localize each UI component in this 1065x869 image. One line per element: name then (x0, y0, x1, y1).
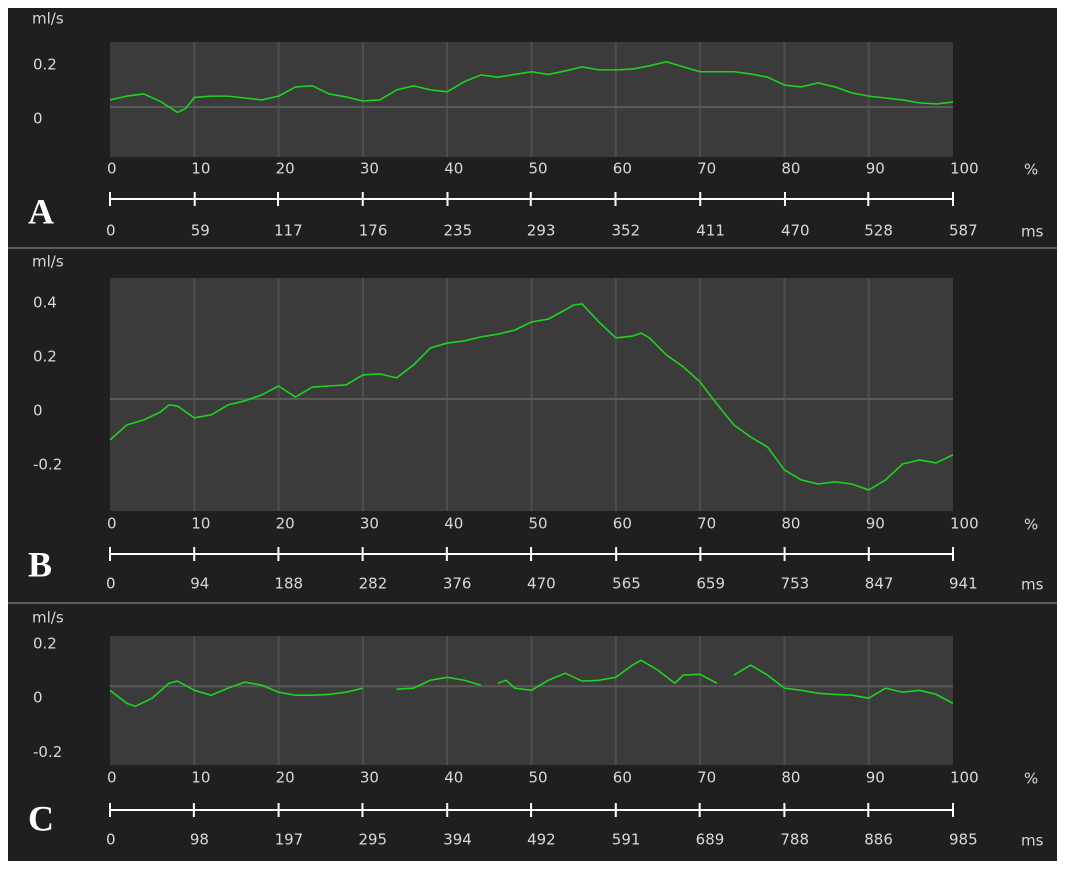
ms-tick-label: 0 (106, 831, 116, 849)
y-axis-unit: ml/s (32, 253, 64, 271)
x-axis-unit: % (1024, 516, 1038, 534)
y-tick-label: -0.2 (33, 455, 62, 473)
x-tick-label: 0 (107, 160, 117, 178)
x-tick-label: 70 (697, 515, 716, 533)
ms-tick-label: 470 (527, 575, 556, 593)
panel-label: C (28, 798, 54, 838)
ms-tick-label: 188 (274, 575, 303, 593)
ms-tick-label: 0 (106, 575, 116, 593)
y-tick-label: -0.2 (33, 743, 62, 761)
y-tick-label: 0.2 (33, 347, 57, 365)
x-tick-label: 100 (950, 160, 979, 178)
x-axis-unit: % (1024, 161, 1038, 179)
ms-tick-label: 376 (443, 575, 472, 593)
x-tick-label: 70 (697, 160, 716, 178)
ms-tick-label: 98 (190, 831, 209, 849)
ms-tick-label: 411 (696, 222, 725, 240)
x-tick-label: 50 (529, 515, 548, 533)
x-tick-label: 90 (866, 160, 885, 178)
ms-tick-label: 689 (696, 831, 725, 849)
y-tick-label: 0.2 (33, 55, 57, 73)
ms-tick-label: 587 (949, 222, 978, 240)
flow-line (109, 60, 954, 114)
y-tick-label: 0.2 (33, 634, 57, 652)
y-tick-label: 0 (33, 689, 43, 707)
x-tick-label: 10 (191, 160, 210, 178)
ms-tick-label: 985 (949, 831, 978, 849)
ms-tick-label: 0 (106, 222, 116, 240)
ms-tick-label: 528 (864, 222, 893, 240)
y-axis-unit: ml/s (32, 609, 64, 627)
x-tick-label: 40 (444, 769, 463, 787)
ms-tick-label: 788 (780, 831, 809, 849)
x-tick-label: 80 (781, 515, 800, 533)
x-tick-label: 90 (866, 515, 885, 533)
x-tick-label: 40 (444, 515, 463, 533)
x-tick-label: 50 (529, 769, 548, 787)
panel-label: A (28, 191, 54, 231)
x-tick-label: 70 (697, 769, 716, 787)
y-axis-unit: ml/s (32, 10, 64, 28)
ms-tick-label: 235 (443, 222, 472, 240)
flow-line (109, 659, 954, 708)
y-tick-label: 0 (33, 109, 43, 127)
x-tick-label: 80 (781, 160, 800, 178)
x-tick-label: 60 (613, 160, 632, 178)
panel-label: B (28, 544, 52, 584)
ms-axis-unit: ms (1021, 832, 1044, 850)
x-tick-label: 50 (529, 160, 548, 178)
ms-axis-unit: ms (1021, 576, 1044, 594)
ms-tick-label: 282 (359, 575, 388, 593)
ms-tick-label: 394 (443, 831, 472, 849)
y-tick-label: 0 (33, 401, 43, 419)
flow-line (109, 303, 954, 491)
x-tick-label: 80 (781, 769, 800, 787)
x-tick-label: 10 (191, 769, 210, 787)
ms-tick-label: 176 (359, 222, 388, 240)
ms-tick-label: 847 (865, 575, 894, 593)
ms-tick-label: 492 (527, 831, 556, 849)
x-tick-label: 30 (360, 160, 379, 178)
ms-tick-label: 94 (190, 575, 209, 593)
x-tick-label: 100 (950, 515, 979, 533)
x-tick-label: 10 (191, 515, 210, 533)
ms-tick-label: 197 (275, 831, 304, 849)
ms-tick-label: 293 (527, 222, 556, 240)
ms-axis-unit: ms (1021, 223, 1044, 241)
ms-tick-label: 886 (864, 831, 893, 849)
x-axis-unit: % (1024, 770, 1038, 788)
ms-tick-label: 565 (612, 575, 641, 593)
ms-tick-label: 59 (191, 222, 210, 240)
x-tick-label: 60 (613, 769, 632, 787)
x-tick-label: 20 (276, 160, 295, 178)
ms-tick-label: 659 (696, 575, 725, 593)
ms-tick-label: 941 (949, 575, 978, 593)
ms-tick-label: 295 (358, 831, 387, 849)
x-tick-label: 0 (107, 769, 117, 787)
y-tick-label: 0.4 (33, 293, 57, 311)
x-tick-label: 90 (866, 769, 885, 787)
x-tick-label: 30 (360, 769, 379, 787)
x-tick-label: 0 (107, 515, 117, 533)
ms-tick-label: 352 (612, 222, 641, 240)
x-tick-label: 40 (444, 160, 463, 178)
ms-tick-label: 117 (274, 222, 303, 240)
ms-tick-label: 470 (781, 222, 810, 240)
x-tick-label: 60 (613, 515, 632, 533)
x-tick-label: 20 (276, 769, 295, 787)
ms-tick-label: 591 (612, 831, 641, 849)
ms-tick-label: 753 (781, 575, 810, 593)
x-tick-label: 30 (360, 515, 379, 533)
x-tick-label: 100 (950, 769, 979, 787)
x-tick-label: 20 (276, 515, 295, 533)
